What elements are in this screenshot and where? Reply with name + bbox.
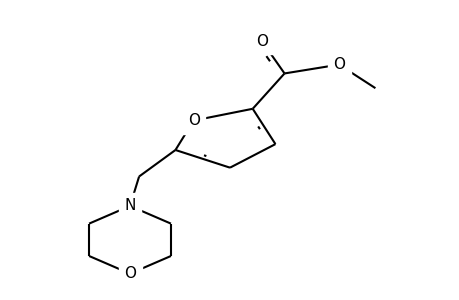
Text: O: O — [255, 34, 267, 49]
Text: O: O — [124, 266, 136, 281]
Text: O: O — [332, 57, 344, 72]
Text: N: N — [124, 198, 135, 213]
Text: O: O — [187, 113, 199, 128]
